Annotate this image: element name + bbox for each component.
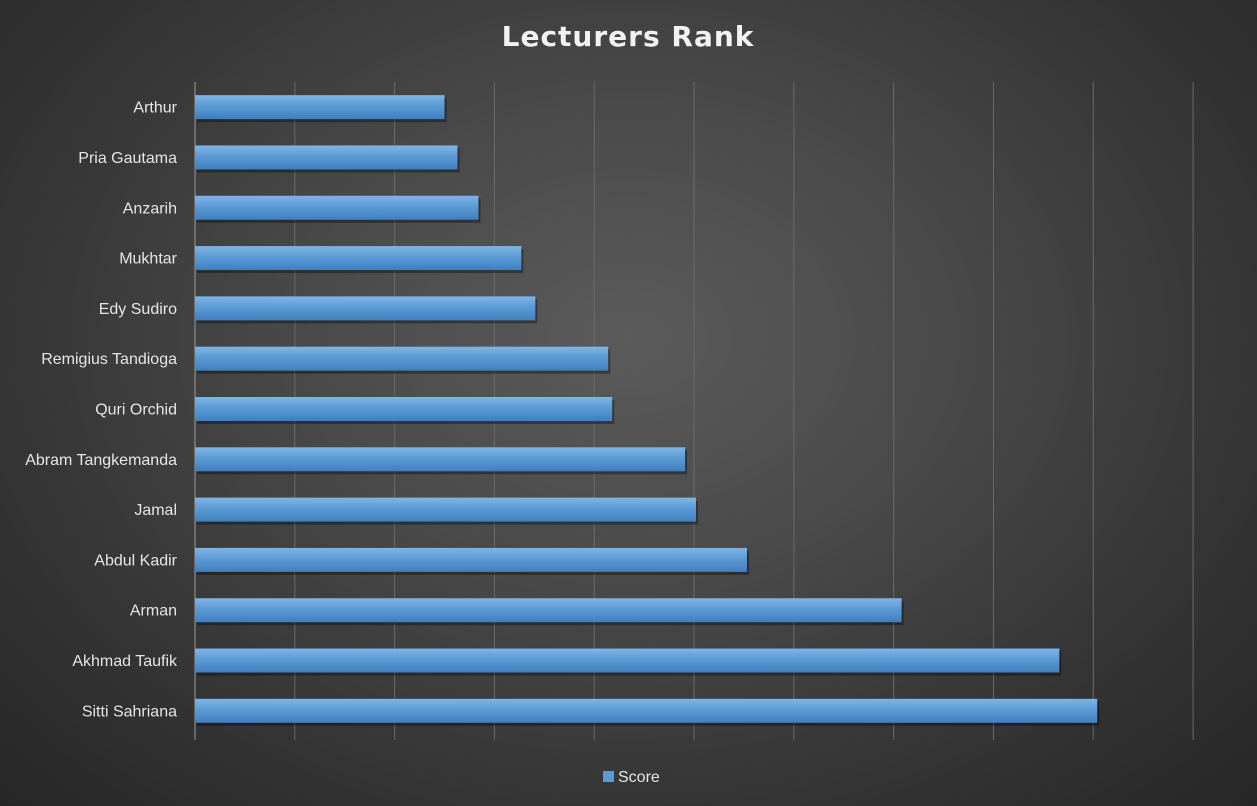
bar	[195, 698, 1098, 723]
bar	[195, 246, 522, 271]
bar	[195, 95, 445, 120]
bars	[195, 95, 1100, 726]
bar	[195, 447, 686, 472]
bar	[195, 195, 479, 220]
category-label: Anzarih	[123, 200, 177, 217]
bar	[195, 648, 1060, 673]
category-label: Jamal	[134, 502, 177, 519]
category-label: Arman	[130, 603, 177, 620]
bar	[195, 497, 697, 522]
category-label: Abdul Kadir	[94, 552, 177, 569]
bar	[195, 346, 609, 371]
bar	[195, 296, 536, 321]
category-labels: Arthur Pria Gautama Anzarih Mukhtar Edy Sudi…	[25, 100, 178, 721]
category-label: Akhmad Taufik	[72, 653, 178, 670]
category-label: Pria Gautama	[78, 150, 177, 167]
legend-swatch	[603, 771, 614, 782]
chart-title: Lecturers Rank	[502, 20, 755, 53]
category-label: Remigius Tandioga	[41, 351, 177, 368]
bar	[195, 397, 613, 421]
bar	[195, 145, 458, 170]
category-label: Mukhtar	[119, 251, 177, 268]
bar	[195, 547, 747, 572]
gridlines	[294, 82, 1194, 740]
legend-label: Score	[618, 769, 660, 786]
category-label: Abram Tangkemanda	[25, 452, 177, 469]
category-label: Quri Orchid	[95, 402, 177, 419]
category-label: Sitti Sahriana	[82, 703, 177, 720]
bar	[195, 598, 902, 623]
category-label: Edy Sudiro	[99, 301, 177, 318]
legend: Score	[603, 769, 660, 786]
category-label: Arthur	[133, 100, 177, 117]
